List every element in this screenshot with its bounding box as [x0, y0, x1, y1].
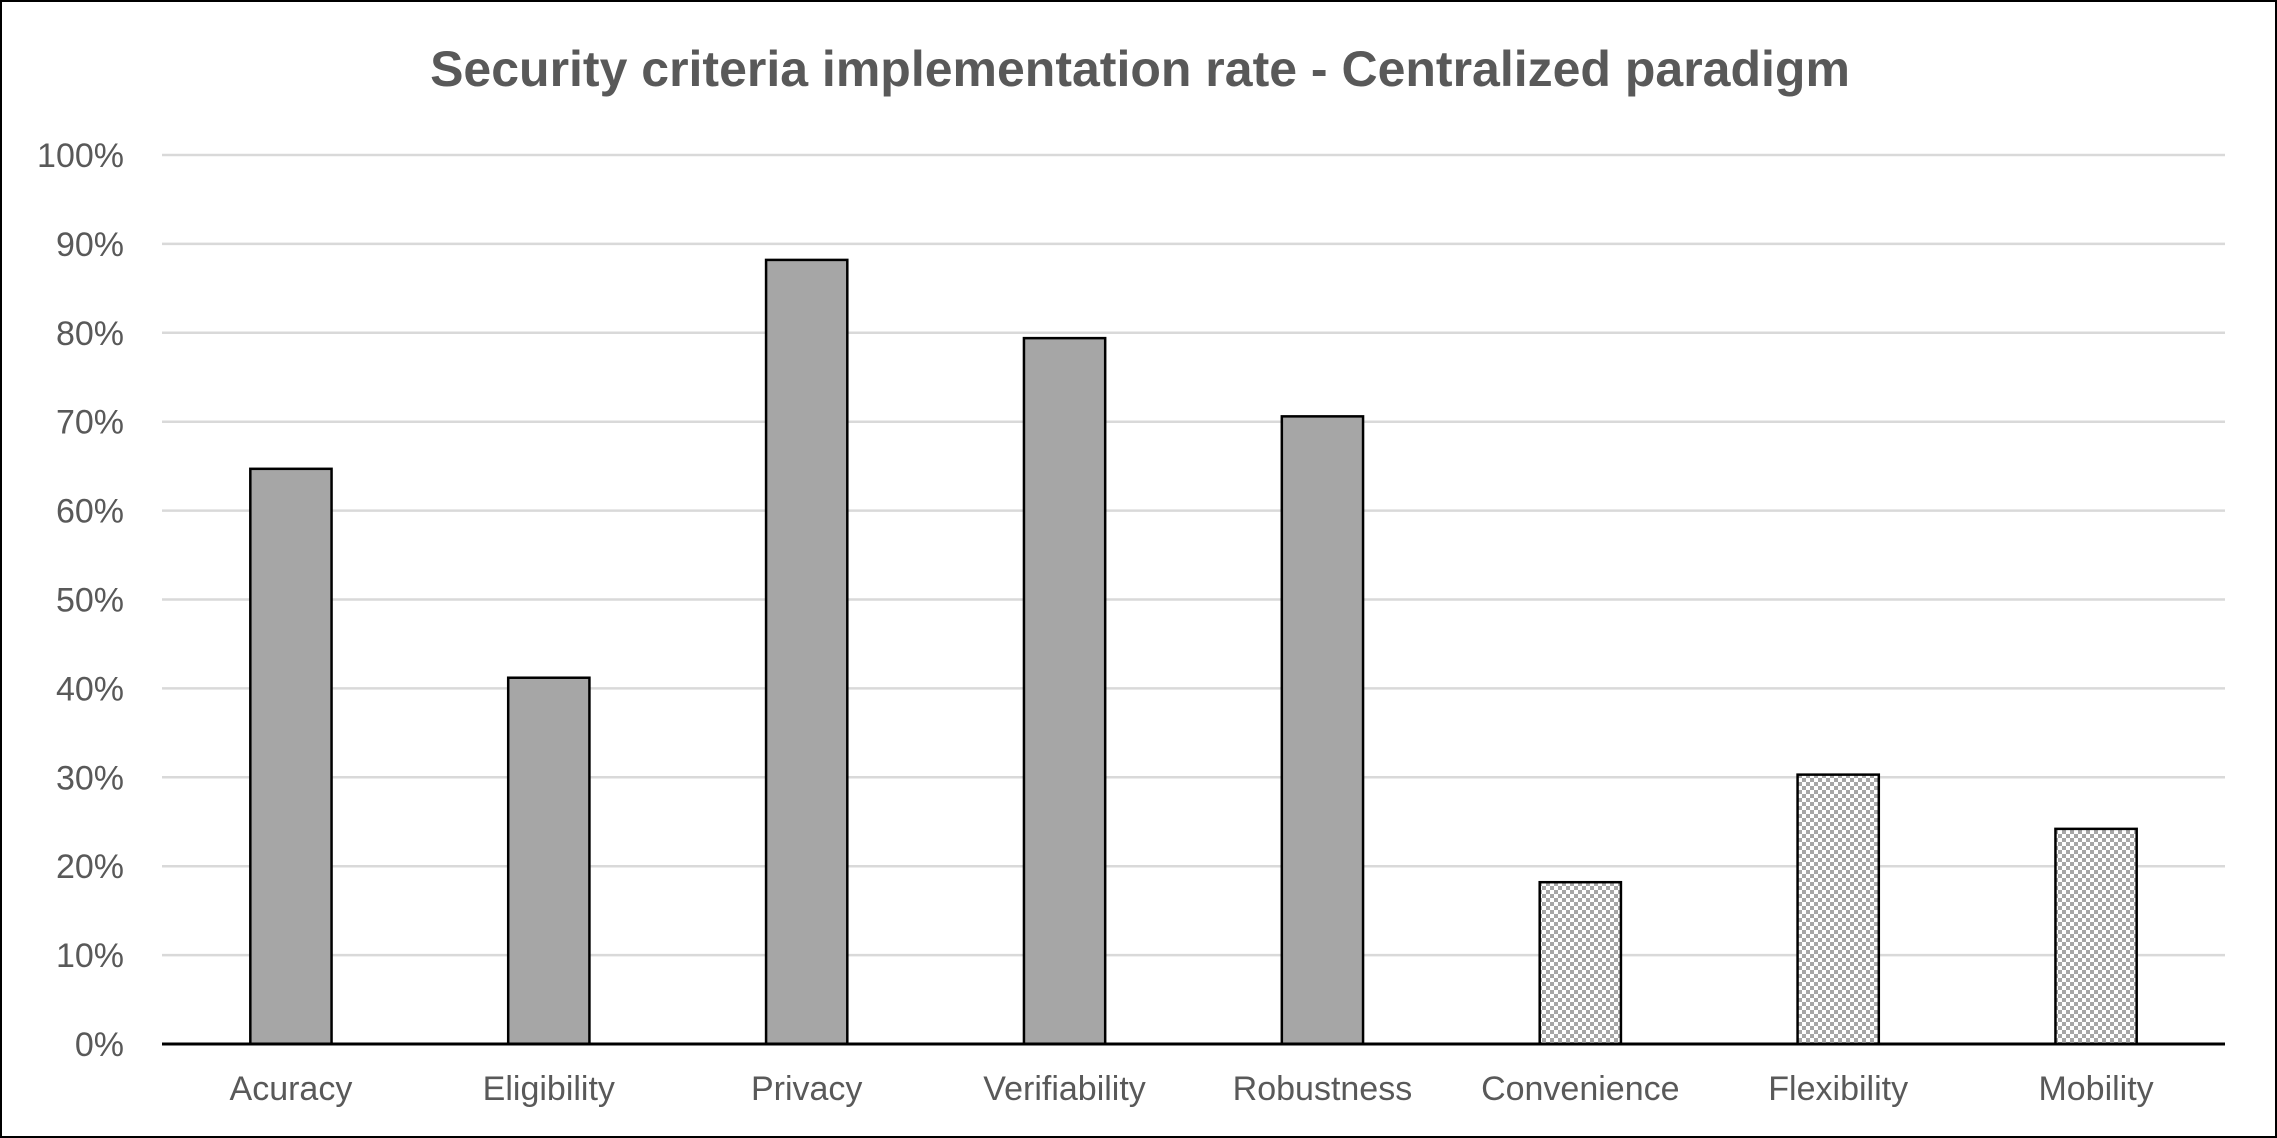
y-tick-label: 0%: [75, 1026, 124, 1064]
bar-acuracy: [249, 467, 333, 1046]
y-tick-label: 40%: [56, 670, 124, 708]
x-tick-label: Acuracy: [230, 1070, 353, 1108]
y-tick-label: 50%: [56, 582, 124, 620]
y-tick-label: 100%: [37, 137, 124, 175]
bars: [249, 258, 2138, 1046]
bar-verifiability: [1022, 336, 1107, 1046]
bar-mobility: [2054, 827, 2138, 1046]
x-tick-label: Convenience: [1481, 1070, 1679, 1108]
bar-robustness: [1280, 415, 1365, 1046]
bar-convenience: [1538, 880, 1623, 1046]
x-tick-label: Flexibility: [1768, 1070, 1908, 1108]
gridlines: [162, 153, 2225, 957]
x-tick-label: Eligibility: [483, 1070, 615, 1108]
y-tick-label: 90%: [56, 226, 124, 264]
y-tick-label: 70%: [56, 404, 124, 442]
bar-flexibility: [1796, 773, 1881, 1046]
x-tick-label: Robustness: [1233, 1070, 1413, 1108]
y-tick-label: 30%: [56, 759, 124, 797]
y-tick-label: 80%: [56, 315, 124, 353]
axis-labels: 0% 10% 20% 30% 40% 50% 60% 70% 80% 90% 100% Acuracy…: [37, 137, 2154, 1108]
x-tick-label: Privacy: [751, 1070, 862, 1108]
bar-eligibility: [506, 676, 591, 1046]
y-tick-label: 10%: [56, 937, 124, 975]
y-tick-label: 20%: [56, 848, 124, 886]
bar-privacy: [764, 258, 849, 1046]
x-tick-label: Mobility: [2038, 1070, 2153, 1108]
x-tick-label: Verifiability: [983, 1070, 1146, 1108]
chart-title: Security criteria implementation rate - …: [430, 41, 1850, 97]
y-tick-label: 60%: [56, 493, 124, 531]
